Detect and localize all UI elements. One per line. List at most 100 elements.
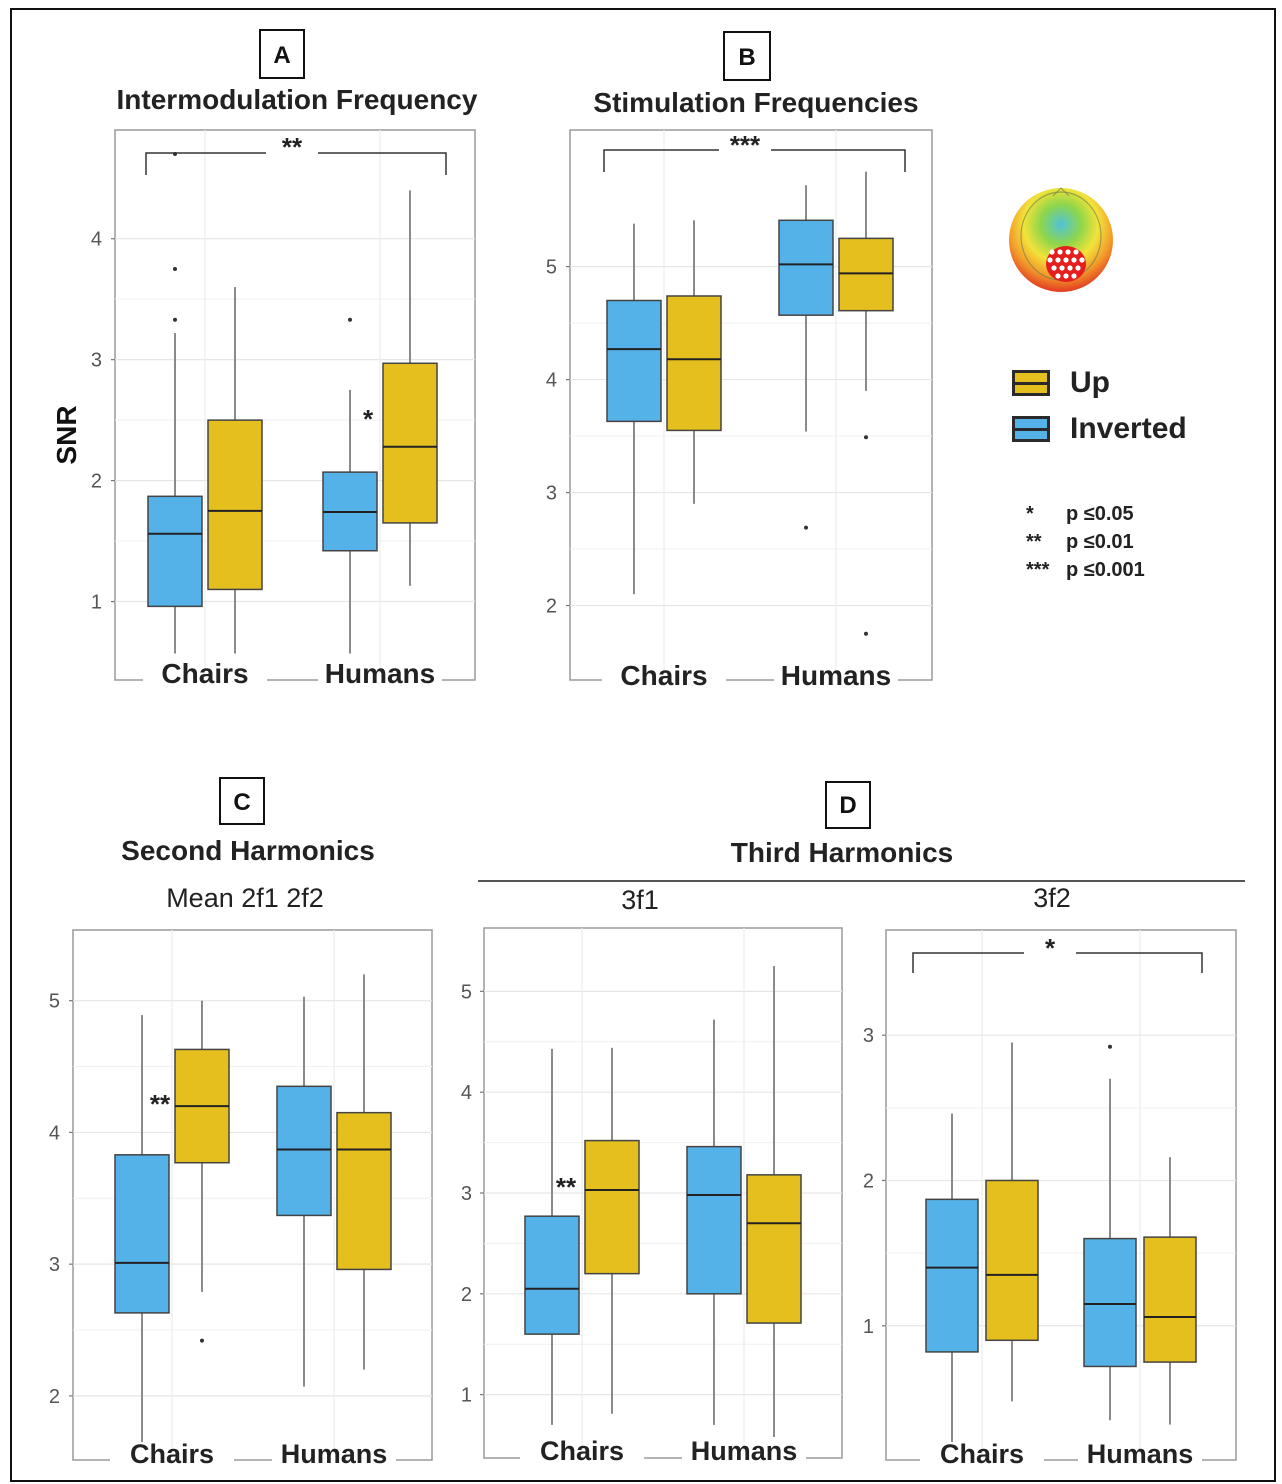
significance-key-row: ** p ≤0.01 bbox=[1026, 528, 1145, 556]
panel-letter: C bbox=[233, 789, 250, 816]
box-up bbox=[1143, 1236, 1197, 1363]
x-category-label: Chairs bbox=[940, 1439, 1024, 1469]
panel-title: Stimulation Frequencies bbox=[593, 87, 918, 118]
figure-frame bbox=[10, 8, 1276, 1482]
category-label-gap bbox=[318, 674, 442, 686]
significance-threshold: p ≤0.01 bbox=[1066, 530, 1134, 553]
y-tick-label: 4 bbox=[49, 1122, 60, 1144]
panel-letter: B bbox=[738, 44, 755, 71]
panel-title: Second Harmonics bbox=[121, 835, 375, 866]
box-inverted bbox=[925, 1198, 979, 1353]
box-up bbox=[746, 1174, 802, 1324]
legend-label-up: Up bbox=[1070, 366, 1110, 399]
electrode-dot bbox=[1075, 265, 1081, 271]
y-tick-label: 5 bbox=[546, 257, 557, 279]
panel-title: Intermodulation Frequency bbox=[117, 84, 478, 115]
outlier-point bbox=[1108, 1044, 1112, 1049]
significance-label-gap bbox=[266, 147, 318, 159]
outlier-point bbox=[864, 631, 868, 636]
significance-stars: ** bbox=[1026, 530, 1042, 553]
outlier-point bbox=[173, 317, 177, 322]
y-tick-label: 3 bbox=[461, 1183, 472, 1205]
head-nose bbox=[1052, 187, 1070, 197]
panel-subtitle: 3f1 bbox=[621, 885, 659, 915]
x-category-label: Humans bbox=[281, 1439, 388, 1469]
electrode-dot bbox=[1079, 257, 1085, 263]
box-inverted bbox=[686, 1145, 742, 1295]
box-inverted bbox=[1083, 1237, 1137, 1368]
legend-swatch-inverted bbox=[1012, 416, 1050, 442]
significance-key-row: * p ≤0.05 bbox=[1026, 500, 1145, 528]
electrode-dot bbox=[1051, 265, 1057, 271]
box-up bbox=[382, 362, 438, 524]
outlier-point bbox=[804, 525, 808, 530]
legend-label-inverted: Inverted bbox=[1070, 412, 1187, 445]
y-tick-label: 4 bbox=[461, 1082, 472, 1104]
significance-stars: * bbox=[1026, 502, 1034, 525]
electrode-cluster-area bbox=[1046, 246, 1086, 282]
legend: Up Inverted bbox=[1012, 360, 1187, 452]
electrode-dot bbox=[1065, 249, 1071, 255]
y-tick-label: 3 bbox=[863, 1025, 874, 1047]
plot-panel-border bbox=[885, 929, 1237, 1461]
panel-letter: D bbox=[839, 792, 856, 819]
topography-head-icon bbox=[1009, 188, 1113, 292]
y-axis-label: SNR bbox=[51, 405, 82, 464]
significance-key-row: *** p ≤0.001 bbox=[1026, 556, 1145, 584]
significance-label-gap bbox=[719, 144, 771, 156]
x-category-label: Chairs bbox=[161, 658, 248, 689]
panel-subtitle: 3f2 bbox=[1033, 883, 1071, 913]
category-label-gap bbox=[110, 1454, 234, 1466]
x-category-label: Humans bbox=[691, 1436, 798, 1466]
box-inverted bbox=[276, 1085, 332, 1217]
category-label-gap bbox=[143, 674, 267, 686]
x-category-label: Humans bbox=[325, 658, 435, 689]
electrode-dot bbox=[1047, 257, 1053, 263]
category-label-gap bbox=[920, 1454, 1044, 1466]
category-label-gap bbox=[520, 1452, 644, 1464]
x-category-label: Chairs bbox=[130, 1439, 214, 1469]
y-tick-label: 4 bbox=[91, 229, 102, 251]
significance-stars: *** bbox=[1026, 558, 1050, 581]
significance-annotation: ** bbox=[150, 1089, 171, 1119]
significance-label-gap bbox=[1024, 947, 1076, 959]
y-tick-label: 2 bbox=[546, 596, 557, 618]
panel-letter-box bbox=[259, 29, 305, 79]
outlier-point bbox=[864, 435, 868, 440]
electrode-dot bbox=[1055, 273, 1061, 279]
outlier-point bbox=[200, 1338, 204, 1343]
panel-letter: A bbox=[273, 42, 290, 69]
category-label-gap bbox=[602, 674, 726, 686]
electrode-dot bbox=[1063, 273, 1069, 279]
legend-swatch-up bbox=[1012, 370, 1050, 396]
electrode-dot bbox=[1055, 257, 1061, 263]
electrode-dot bbox=[1059, 265, 1065, 271]
outlier-point bbox=[348, 317, 352, 322]
panel-letter-box bbox=[723, 31, 771, 81]
y-tick-label: 5 bbox=[49, 991, 60, 1013]
electrode-dot bbox=[1067, 265, 1073, 271]
y-tick-label: 3 bbox=[91, 350, 102, 372]
outlier-point bbox=[173, 266, 177, 271]
y-tick-label: 3 bbox=[49, 1254, 60, 1276]
x-category-label: Chairs bbox=[620, 660, 707, 691]
x-category-label: Humans bbox=[1087, 1439, 1194, 1469]
legend-item-up: Up bbox=[1012, 360, 1187, 406]
electrode-dot bbox=[1063, 257, 1069, 263]
y-tick-label: 1 bbox=[863, 1316, 874, 1338]
box-up bbox=[207, 419, 263, 591]
y-tick-label: 2 bbox=[49, 1386, 60, 1408]
electrode-dot bbox=[1057, 249, 1063, 255]
y-tick-label: 3 bbox=[546, 483, 557, 505]
electrode-dot bbox=[1071, 273, 1077, 279]
box-inverted bbox=[147, 495, 203, 608]
significance-label: *** bbox=[730, 130, 761, 160]
panel-letter-box bbox=[219, 777, 265, 825]
category-label-gap bbox=[272, 1454, 396, 1466]
significance-annotation: * bbox=[363, 404, 374, 434]
y-tick-label: 2 bbox=[91, 471, 102, 493]
category-label-gap bbox=[1078, 1454, 1202, 1466]
legend-item-inverted: Inverted bbox=[1012, 406, 1187, 452]
significance-threshold: p ≤0.001 bbox=[1066, 558, 1145, 581]
